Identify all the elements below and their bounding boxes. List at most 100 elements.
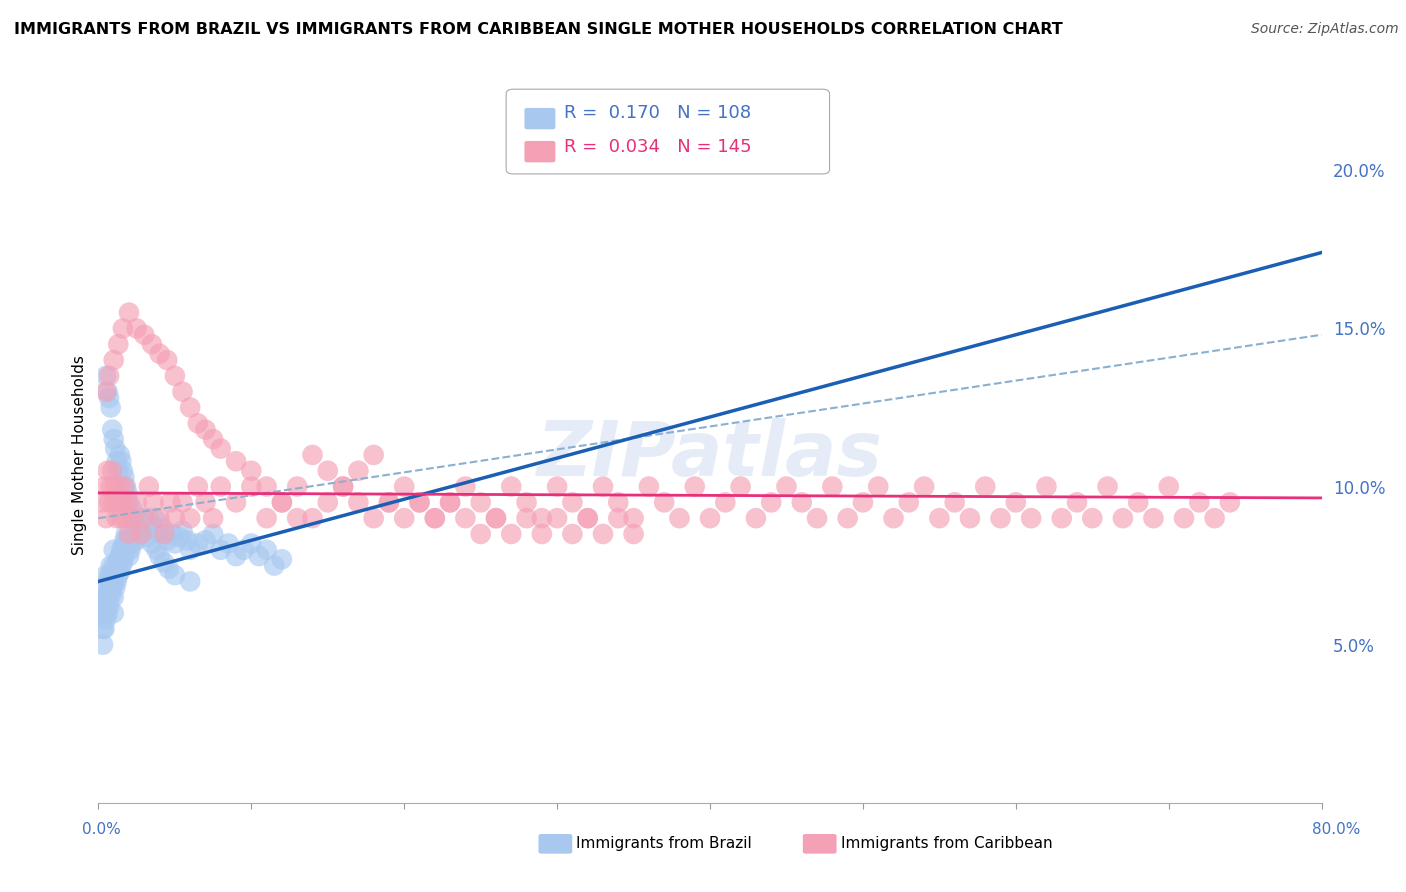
Point xyxy=(240,536,263,550)
Point xyxy=(217,536,239,550)
Point xyxy=(107,337,129,351)
Text: 0.0%: 0.0% xyxy=(82,822,121,837)
Point xyxy=(94,368,117,383)
Point xyxy=(347,495,370,509)
Point xyxy=(117,536,139,550)
Point xyxy=(111,495,134,509)
Text: R =  0.170   N = 108: R = 0.170 N = 108 xyxy=(564,104,751,122)
Point xyxy=(745,511,768,525)
Point xyxy=(91,495,114,509)
Point xyxy=(194,423,217,437)
Point xyxy=(347,464,370,478)
Point xyxy=(378,495,401,509)
Point xyxy=(160,527,183,541)
Point xyxy=(546,511,568,525)
Point xyxy=(129,527,152,541)
Point xyxy=(110,511,132,525)
Point xyxy=(852,495,875,509)
Point xyxy=(108,549,131,563)
Point xyxy=(103,353,125,368)
Point xyxy=(115,479,138,493)
Point xyxy=(103,606,125,620)
Point xyxy=(247,549,270,563)
Point xyxy=(149,511,172,525)
Point xyxy=(730,479,752,493)
Point xyxy=(270,495,292,509)
Point xyxy=(97,464,120,478)
Point xyxy=(332,479,354,493)
Text: Source: ZipAtlas.com: Source: ZipAtlas.com xyxy=(1251,22,1399,37)
Point xyxy=(159,495,181,509)
Point xyxy=(187,417,209,431)
Point xyxy=(121,511,143,525)
Point xyxy=(145,542,167,557)
Point xyxy=(124,524,146,538)
Point xyxy=(136,530,159,544)
Point xyxy=(607,511,630,525)
Point xyxy=(138,479,160,493)
Point xyxy=(1204,511,1226,525)
Point xyxy=(775,479,797,493)
Point xyxy=(121,501,143,516)
Point xyxy=(91,591,114,605)
Point xyxy=(897,495,920,509)
Point xyxy=(111,464,134,478)
Point xyxy=(868,479,890,493)
Point xyxy=(837,511,859,525)
Text: 80.0%: 80.0% xyxy=(1312,822,1360,837)
Point xyxy=(108,565,131,579)
Point xyxy=(105,511,128,525)
Point xyxy=(1173,511,1195,525)
Point xyxy=(530,511,553,525)
Point xyxy=(135,517,157,532)
Point xyxy=(179,511,201,525)
Point xyxy=(107,552,129,566)
Text: ZIPatlas: ZIPatlas xyxy=(537,418,883,491)
Point xyxy=(270,495,292,509)
Point xyxy=(232,542,254,557)
Point xyxy=(101,464,124,478)
Point xyxy=(240,479,263,493)
Point xyxy=(94,384,117,399)
Point xyxy=(101,565,124,579)
Point xyxy=(98,391,121,405)
Point xyxy=(392,479,416,493)
Point xyxy=(485,511,508,525)
Point xyxy=(118,495,141,509)
Point xyxy=(105,454,128,468)
Point xyxy=(408,495,430,509)
Point xyxy=(943,495,966,509)
Point xyxy=(104,479,127,493)
Point xyxy=(156,533,179,548)
Point xyxy=(107,495,129,509)
Point xyxy=(94,568,117,582)
Point xyxy=(91,638,114,652)
Point xyxy=(501,527,523,541)
Point xyxy=(100,558,122,573)
Point xyxy=(104,581,127,595)
Text: R =  0.034   N = 145: R = 0.034 N = 145 xyxy=(564,138,751,156)
Point xyxy=(187,479,209,493)
Point xyxy=(423,511,446,525)
Point xyxy=(530,527,553,541)
Point xyxy=(683,479,706,493)
Point xyxy=(699,511,721,525)
Point xyxy=(592,527,614,541)
Point xyxy=(115,527,138,541)
Point xyxy=(561,495,583,509)
Point xyxy=(592,479,614,493)
Point xyxy=(141,517,163,532)
Point xyxy=(169,530,191,544)
Point xyxy=(163,368,186,383)
Point xyxy=(110,454,132,468)
Point xyxy=(103,558,125,573)
Point xyxy=(134,511,156,525)
Point xyxy=(163,511,186,525)
Point xyxy=(134,327,156,342)
Point xyxy=(98,368,121,383)
Point xyxy=(176,533,198,548)
Point xyxy=(576,511,599,525)
Point xyxy=(1035,479,1057,493)
Point xyxy=(97,574,120,589)
Point xyxy=(423,511,446,525)
